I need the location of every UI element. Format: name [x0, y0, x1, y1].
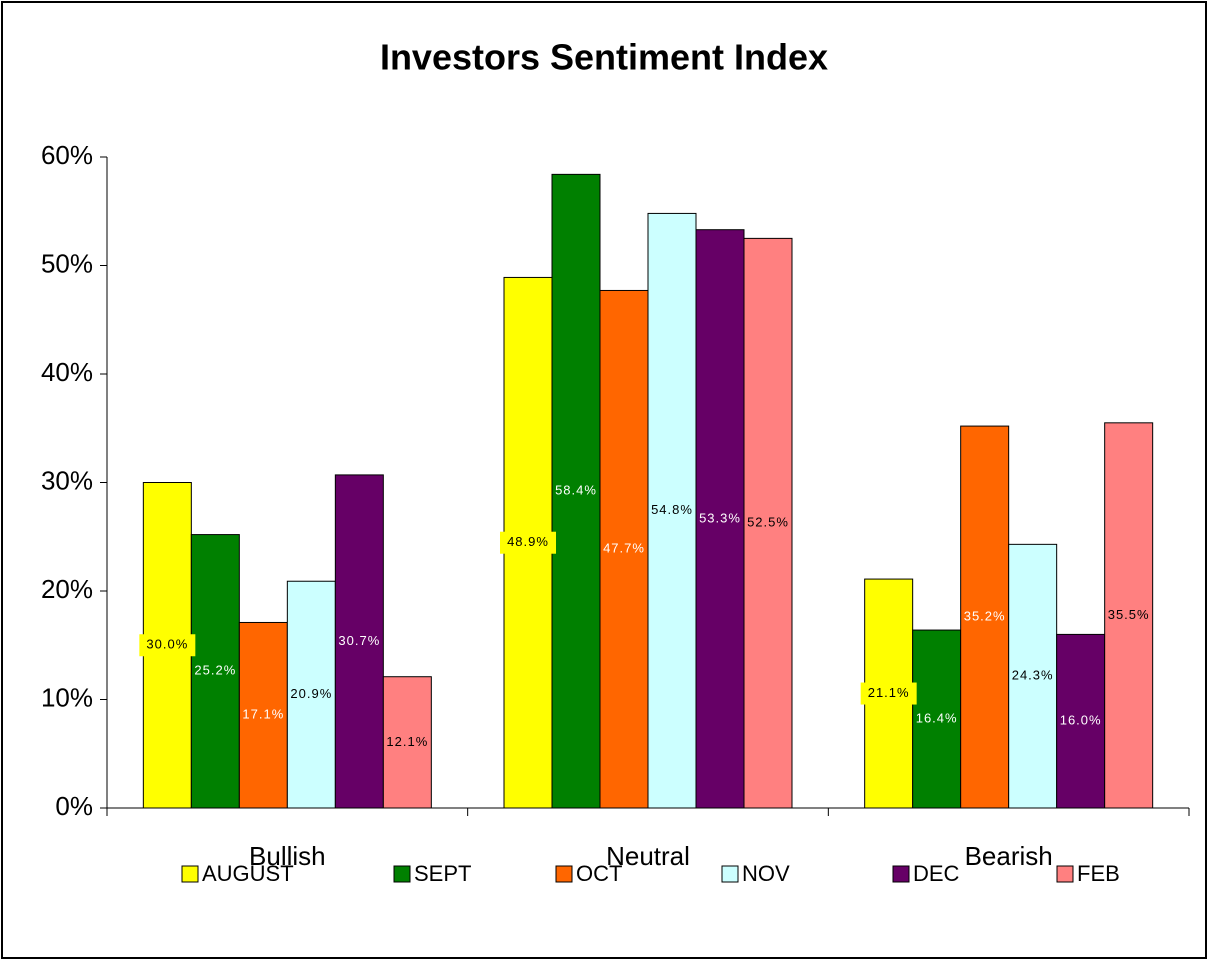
bar	[912, 629, 962, 809]
value-label: 20.9%	[290, 686, 332, 701]
bar	[1008, 543, 1058, 809]
value-label: 52.5%	[747, 515, 789, 530]
legend-swatch	[1056, 865, 1074, 883]
value-label: 58.4%	[555, 483, 597, 498]
value-label: 16.4%	[916, 710, 958, 725]
bar	[647, 212, 697, 809]
bar	[695, 229, 745, 809]
bar	[382, 676, 432, 809]
y-tick-label: 0%	[55, 791, 93, 821]
value-label-box	[860, 682, 917, 705]
y-tick-label: 30%	[41, 465, 93, 495]
legend-label: OCT	[576, 861, 622, 886]
value-label-box	[139, 634, 196, 657]
legend-label: FEB	[1077, 861, 1120, 886]
value-label: 53.3%	[699, 510, 741, 525]
bar	[743, 237, 793, 809]
value-label: 35.2%	[964, 608, 1006, 623]
x-tick-label: Neutral	[606, 841, 690, 871]
value-label: 54.8%	[651, 502, 693, 517]
x-tick-label: Bullish	[249, 841, 326, 871]
value-label: 35.5%	[1108, 607, 1150, 622]
value-label: 30.0%	[146, 637, 188, 652]
bar	[551, 173, 601, 809]
chart-title: Investors Sentiment Index	[380, 37, 828, 78]
y-tick-label: 10%	[41, 682, 93, 712]
legend-swatch	[393, 865, 411, 883]
bar	[1104, 422, 1154, 809]
bar	[1056, 633, 1106, 809]
legend-swatch	[721, 865, 739, 883]
y-tick-label: 20%	[41, 574, 93, 604]
legend-label: AUGUST	[202, 861, 294, 886]
value-label: 25.2%	[194, 663, 236, 678]
y-tick-label: 60%	[41, 140, 93, 170]
bar	[334, 474, 384, 809]
bar	[190, 534, 240, 809]
legend-label: DEC	[913, 861, 960, 886]
legend-swatch	[892, 865, 910, 883]
x-tick-label: Bearish	[965, 841, 1053, 871]
value-label: 47.7%	[603, 541, 645, 556]
bar	[286, 580, 336, 809]
bar	[960, 425, 1010, 809]
bar	[599, 289, 649, 809]
legend-label: SEPT	[414, 861, 471, 886]
y-tick-label: 50%	[41, 248, 93, 278]
value-label: 21.1%	[868, 685, 910, 700]
legend-swatch	[555, 865, 573, 883]
value-label: 48.9%	[507, 534, 549, 549]
y-tick-label: 40%	[41, 357, 93, 387]
value-label: 30.7%	[338, 633, 380, 648]
legend-label: NOV	[742, 861, 790, 886]
value-label: 16.0%	[1060, 713, 1102, 728]
value-label-box	[500, 531, 556, 554]
bar	[238, 621, 288, 809]
value-label: 12.1%	[386, 734, 428, 749]
legend-swatch	[181, 865, 199, 883]
value-label: 24.3%	[1012, 668, 1054, 683]
value-label: 17.1%	[242, 707, 284, 722]
